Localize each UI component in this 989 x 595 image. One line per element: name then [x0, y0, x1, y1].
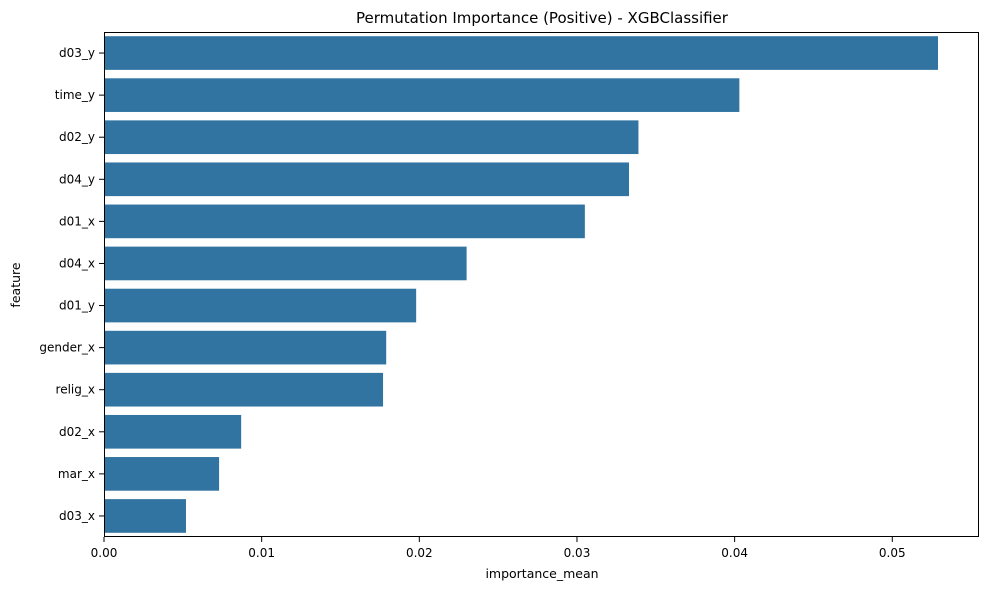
y-tick-label: d02_x — [59, 425, 95, 439]
bar-d02_y — [104, 120, 639, 155]
bars-group — [104, 36, 939, 533]
bar-gender_x — [104, 330, 387, 365]
y-axis-label: feature — [8, 262, 23, 307]
y-tick-label: d04_y — [59, 172, 95, 186]
bar-time_y — [104, 78, 740, 112]
chart-title: Permutation Importance (Positive) - XGBC… — [356, 9, 729, 27]
y-tick-label: d01_x — [59, 214, 95, 228]
bar-d01_y — [104, 288, 417, 323]
x-tick-label: 0.04 — [721, 546, 748, 560]
bar-d01_x — [104, 204, 585, 239]
y-tick-label: relig_x — [56, 383, 95, 397]
bar-mar_x — [104, 457, 220, 491]
bar-d03_y — [104, 36, 939, 70]
y-tick-label: gender_x — [39, 341, 95, 355]
x-tick-label: 0.03 — [564, 546, 591, 560]
x-axis-label: importance_mean — [485, 566, 598, 581]
bar-d03_x — [104, 499, 186, 533]
bar-d04_y — [104, 162, 629, 197]
bar-d02_x — [104, 414, 242, 449]
y-tick-label: mar_x — [58, 467, 95, 481]
plot-frame — [104, 32, 979, 537]
bar-relig_x — [104, 372, 384, 407]
x-tick-label: 0.01 — [248, 546, 275, 560]
y-tick-label: time_y — [55, 88, 95, 102]
y-tick-label: d03_y — [59, 46, 95, 60]
y-tick-label: d02_y — [59, 130, 95, 144]
x-tick-label: 0.02 — [406, 546, 433, 560]
y-tick-label: d04_x — [59, 256, 95, 270]
y-tick-label: d03_x — [59, 509, 95, 523]
y-tick-label: d01_y — [59, 299, 95, 313]
bar-d04_x — [104, 246, 467, 281]
ticks-group: d03_y time_y d02_y d04_y d01_x d04_x d01_ygend… — [39, 46, 905, 560]
x-tick-label: 0.05 — [879, 546, 906, 560]
x-tick-label: 0.00 — [91, 546, 118, 560]
